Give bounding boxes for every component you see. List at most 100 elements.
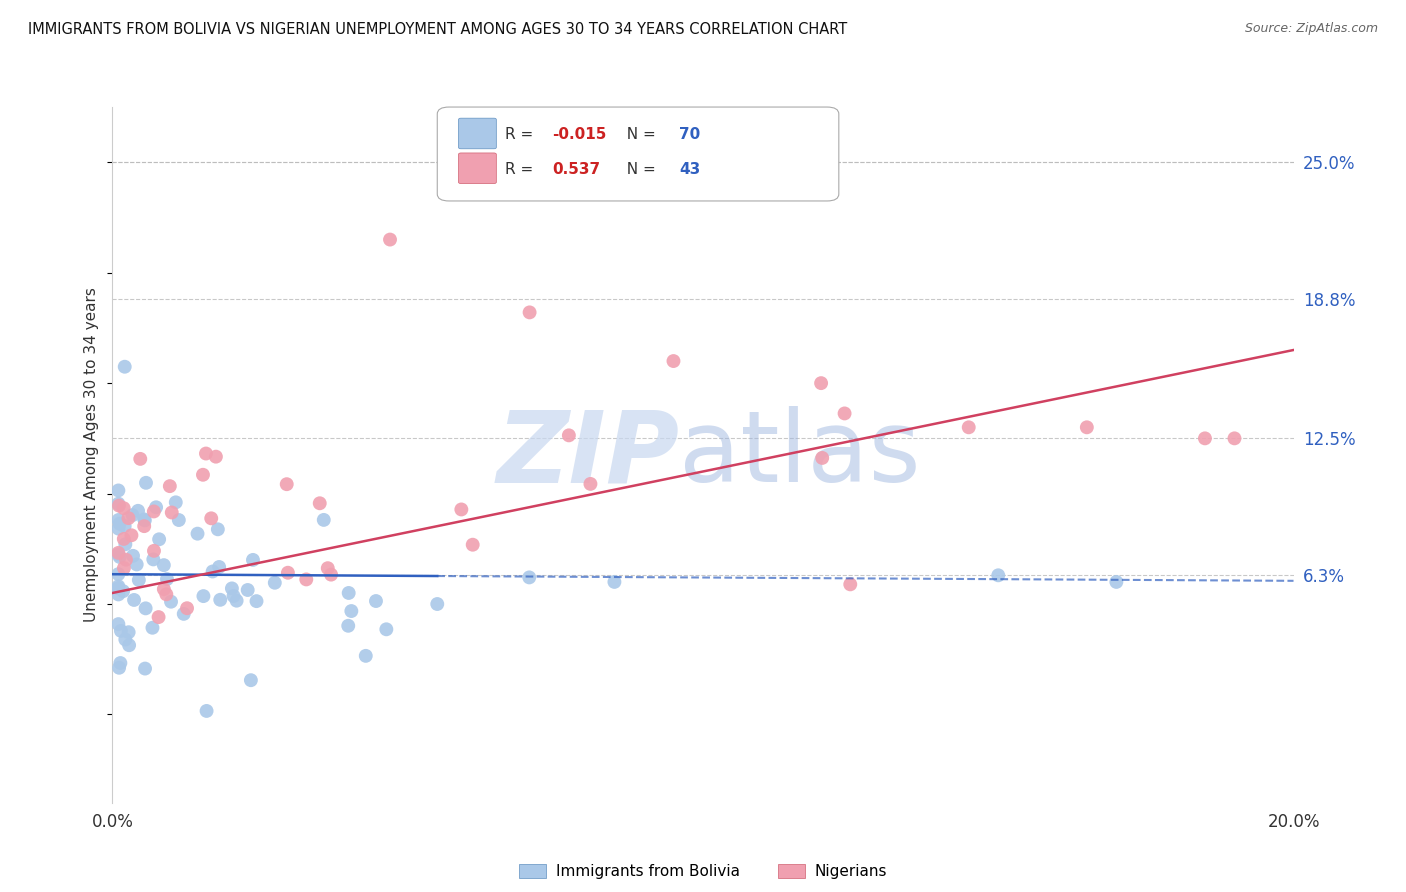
Text: R =: R = [505,162,543,178]
Point [1105,574,1128,589]
Point [242,553,264,567]
Point [112,584,135,599]
Point [134,513,156,527]
Point [811,450,834,465]
Point [107,483,129,498]
Point [209,592,232,607]
Point [987,568,1010,582]
Text: -0.015: -0.015 [551,128,606,143]
Point [165,495,187,509]
Text: 43: 43 [679,162,700,178]
Point [107,579,129,593]
Point [167,513,190,527]
Point [176,601,198,615]
Point [579,476,602,491]
Point [207,522,229,536]
Point [107,567,129,582]
Point [1223,431,1246,445]
Point [112,561,135,575]
Point [148,533,170,547]
Point [112,532,135,546]
Point [173,607,195,621]
Point [186,526,208,541]
Point [201,565,224,579]
Point [110,656,132,670]
Point [450,502,472,516]
Point [222,589,245,603]
Point [114,359,136,374]
Point [142,552,165,566]
FancyBboxPatch shape [437,107,839,201]
Point [148,610,170,624]
Point [193,589,215,603]
Point [662,354,685,368]
Point [153,558,176,573]
Point [115,552,138,566]
Point [337,619,360,633]
Point [354,648,377,663]
Point [1194,431,1216,445]
Point [603,574,626,589]
Point [156,572,179,586]
Point [364,594,387,608]
Point [135,601,157,615]
Point [308,496,330,510]
Text: N =: N = [617,162,661,178]
Point [810,376,832,391]
Point [834,406,856,420]
Text: 70: 70 [679,128,700,143]
Point [107,497,129,511]
Point [159,479,181,493]
Text: N =: N = [617,128,661,143]
Point [129,451,152,466]
Point [319,567,342,582]
Point [141,621,163,635]
Point [245,594,267,608]
Point [205,450,228,464]
Point [108,499,131,513]
Point [337,586,360,600]
Point [378,233,401,247]
Point [145,500,167,515]
Point [135,475,157,490]
Point [839,577,862,591]
FancyBboxPatch shape [458,153,496,184]
Text: atlas: atlas [679,407,921,503]
Legend: Immigrants from Bolivia, Nigerians: Immigrants from Bolivia, Nigerians [513,858,893,886]
Point [312,513,335,527]
Point [114,632,136,647]
Point [221,582,243,596]
Point [160,595,183,609]
Text: R =: R = [505,128,537,143]
Point [200,511,222,525]
Text: IMMIGRANTS FROM BOLIVIA VS NIGERIAN UNEMPLOYMENT AMONG AGES 30 TO 34 YEARS CORRE: IMMIGRANTS FROM BOLIVIA VS NIGERIAN UNEM… [28,22,848,37]
Point [276,477,298,491]
Point [114,519,136,533]
Point [121,508,143,522]
Point [108,516,131,531]
Point [239,673,262,688]
Y-axis label: Unemployment Among Ages 30 to 34 years: Unemployment Among Ages 30 to 34 years [84,287,100,623]
Point [107,587,129,601]
Point [127,504,149,518]
Point [122,593,145,607]
Point [957,420,980,434]
Point [107,617,129,632]
FancyBboxPatch shape [458,118,496,149]
Point [107,522,129,536]
Point [134,662,156,676]
Point [461,538,484,552]
Point [110,624,132,638]
Point [208,560,231,574]
Point [134,519,156,533]
Point [112,501,135,516]
Point [107,513,129,527]
Point [114,537,136,551]
Text: 0.537: 0.537 [551,162,600,178]
Point [143,544,166,558]
Point [340,604,363,618]
Point [263,575,285,590]
Point [1076,420,1098,434]
Point [153,582,176,596]
Point [107,581,129,595]
